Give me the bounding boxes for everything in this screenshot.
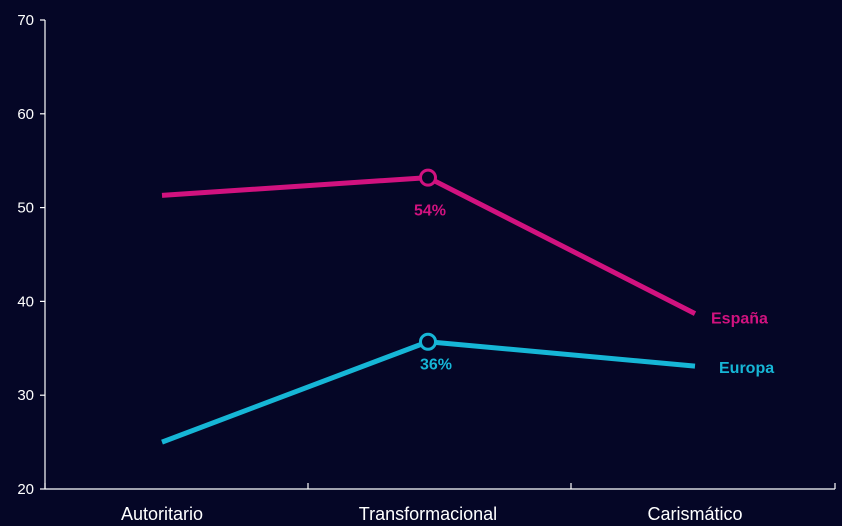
y-tick-label: 40 [17, 293, 34, 310]
x-category-label: Carismático [647, 504, 742, 524]
series-name-label-europa: Europa [719, 360, 774, 377]
series-point-europa [419, 332, 437, 351]
data-label-europa: 36% [420, 357, 452, 374]
series-layer: 54% España 36% Europa [161, 168, 774, 445]
x-category-label: Autoritario [121, 504, 203, 524]
x-axis-ticks: Autoritario Transformacional Carismático [44, 483, 836, 524]
y-tick-label: 50 [17, 200, 34, 217]
series-point-espaa [419, 168, 437, 187]
data-label-espaa: 54% [414, 203, 446, 220]
y-axis-ticks: 20 30 40 50 60 70 [17, 12, 45, 498]
x-category-label: Transformacional [359, 504, 497, 524]
y-tick-label: 20 [17, 481, 34, 498]
y-tick-label: 60 [17, 106, 34, 123]
series-name-label-espaa: España [711, 311, 768, 328]
y-tick-label: 70 [17, 12, 34, 29]
y-tick-label: 30 [17, 387, 34, 404]
series-line-espaa [161, 175, 697, 316]
